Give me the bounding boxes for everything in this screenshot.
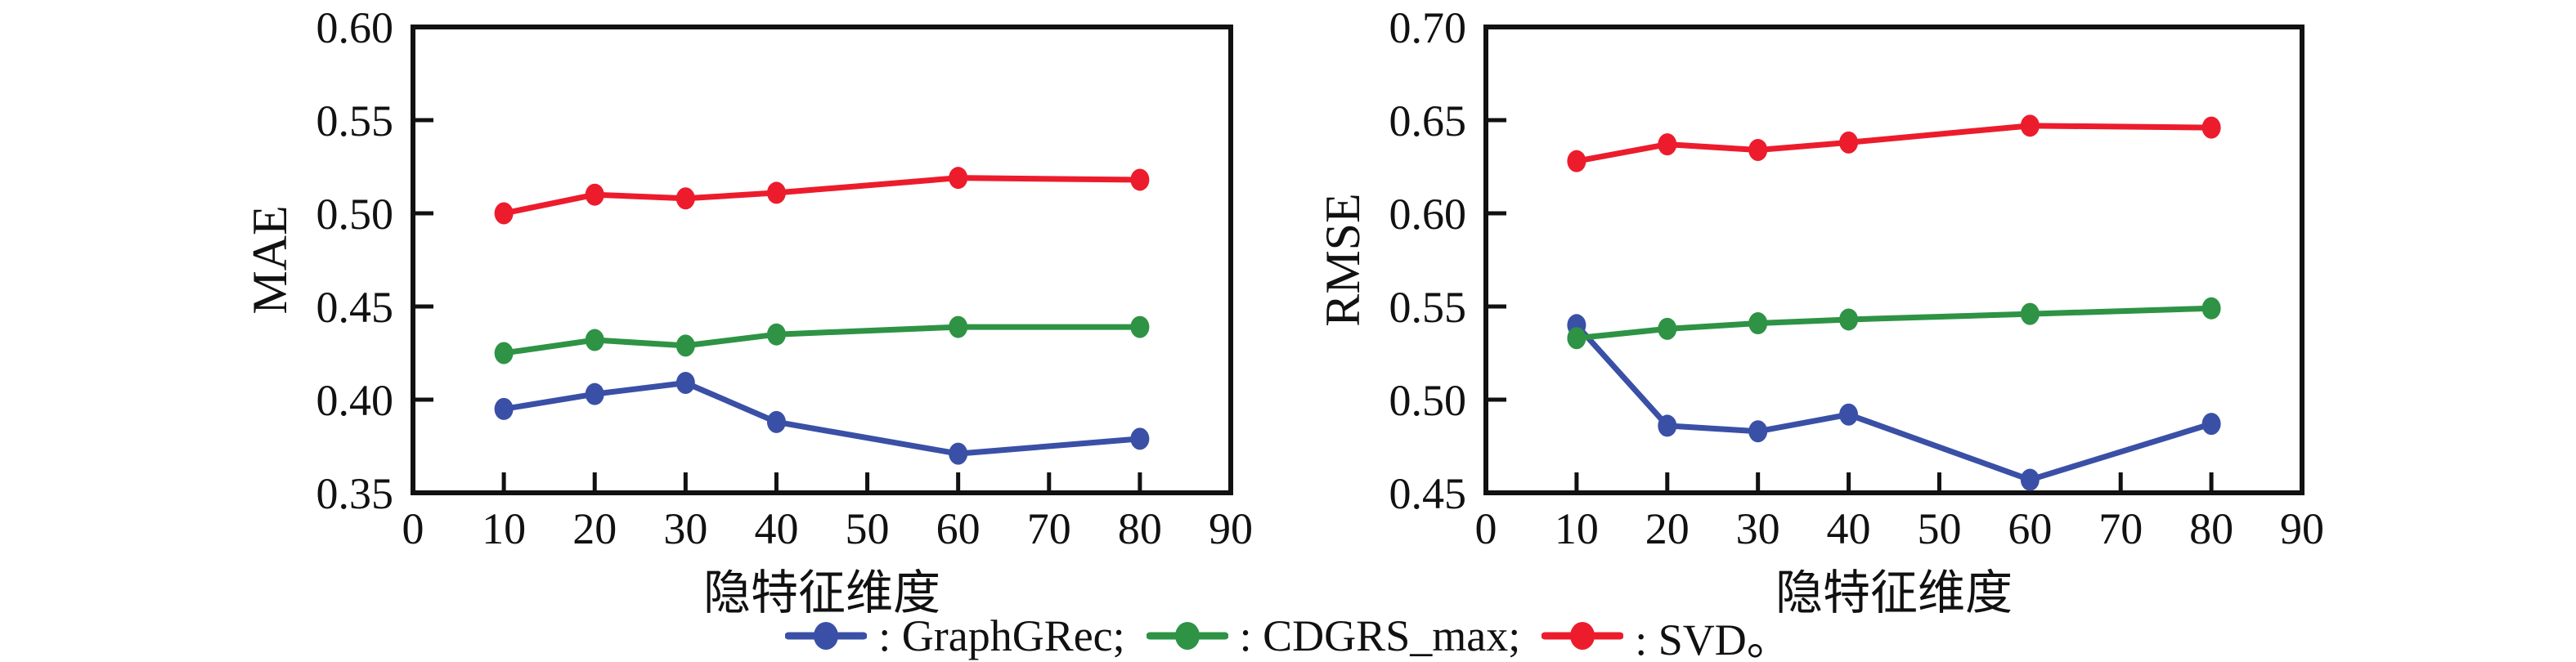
mae-x-tick-label: 30 [663, 504, 707, 553]
rmse-x-tick-label: 50 [1917, 504, 1961, 553]
rmse-series-graphgrec-marker [1748, 420, 1768, 443]
legend-item-graphgrec: : GraphGRec; [785, 611, 1125, 661]
rmse-chart: 0.45 0.50 0.55 0.60 0.65 0.70 0 10 20 30 40 50 60 70 8… [1316, 3, 2324, 620]
rmse-series-svd-marker [2020, 114, 2040, 137]
rmse-x-axis-title: 隐特征维度 [1775, 566, 2013, 620]
rmse-series-graphgrec-marker [2201, 413, 2221, 436]
rmse-y-tick-label: 0.65 [1389, 96, 1467, 145]
rmse-x-tick-label: 30 [1736, 504, 1780, 553]
mae-series-svd-marker [675, 187, 695, 210]
rmse-series-cdgrs_max-marker [1658, 317, 1677, 340]
mae-x-tick-label: 70 [1027, 504, 1071, 553]
mae-y-tick-label: 0.35 [316, 469, 394, 518]
mae-y-axis-title: MAE [243, 205, 297, 314]
rmse-series-svd-marker [1658, 133, 1677, 156]
mae-y-tick-label: 0.40 [316, 376, 394, 425]
mae-chart: 0.35 0.40 0.45 0.50 0.55 0.60 0 10 20 30 40 50 60 70 8… [243, 3, 1253, 620]
rmse-x-tick-label: 40 [1827, 504, 1871, 553]
mae-x-tick-label: 90 [1209, 504, 1253, 553]
mae-series-graphgrec-marker [494, 397, 514, 420]
mae-y-tick-label: 0.55 [316, 96, 394, 145]
rmse-y-tick-label: 0.55 [1389, 283, 1467, 332]
mae-series-svd-line [500, 175, 1143, 217]
legend-marker-dot [1570, 621, 1595, 650]
mae-y-tick-label: 0.45 [316, 283, 394, 332]
legend-item-cdgrs-max: : CDGRS_max; [1146, 611, 1521, 661]
mae-series-cdgrs_max-marker [949, 315, 968, 338]
rmse-x-tick-label: 0 [1475, 504, 1497, 553]
legend-label-cdgrs-max: : CDGRS_max; [1239, 611, 1521, 660]
rmse-series-graphgrec-marker [1839, 403, 1859, 426]
mae-y-tick-label: 0.50 [316, 190, 394, 239]
rmse-series-svd-marker [1748, 138, 1768, 161]
rmse-series-svd-line [1573, 123, 2215, 164]
mae-series-cdgrs_max-marker [585, 329, 604, 351]
mae-series-svd-marker [585, 183, 604, 206]
mae-series-svd-marker [949, 167, 968, 190]
rmse-x-tick-label: 80 [2189, 504, 2233, 553]
mae-series-graphgrec-marker [949, 442, 968, 465]
mae-x-axis-title: 隐特征维度 [703, 566, 940, 620]
rmse-y-tick-label: 0.60 [1389, 190, 1467, 239]
rmse-series-cdgrs_max-marker [2020, 302, 2040, 325]
legend-marker-svd-icon [1542, 621, 1624, 650]
mae-series-graphgrec-marker [766, 410, 786, 433]
rmse-series-svd-marker [2201, 116, 2221, 139]
mae-x-tick-label: 50 [846, 504, 890, 553]
rmse-x-tick-label: 20 [1645, 504, 1690, 553]
rmse-series-cdgrs_max-marker [1567, 327, 1586, 350]
mae-x-tick-label: 0 [402, 504, 424, 553]
rmse-x-tick-label: 90 [2280, 504, 2324, 553]
mae-x-tick-label: 80 [1118, 504, 1162, 553]
legend-marker-cdgrs-max-icon [1146, 621, 1228, 650]
mae-series-svd-marker [1130, 168, 1150, 191]
mae-x-tick-label: 20 [572, 504, 617, 553]
mae-x-tick-label: 40 [754, 504, 798, 553]
rmse-x-tick-label: 10 [1555, 504, 1599, 553]
legend-marker-dot [814, 621, 839, 650]
legend-label-graphgrec: : GraphGRec; [878, 611, 1125, 660]
rmse-series-cdgrs_max-marker [2201, 297, 2221, 320]
rmse-series-cdgrs_max-marker [1839, 308, 1859, 331]
legend-marker-graphgrec-icon [785, 621, 868, 650]
rmse-series-cdgrs_max-marker [1748, 312, 1768, 335]
rmse-y-tick-label: 0.50 [1389, 376, 1467, 425]
rmse-x-tick-label: 60 [2008, 504, 2052, 553]
mae-series-svd-marker [766, 181, 786, 204]
rmse-x-tick-label: 70 [2098, 504, 2143, 553]
rmse-series-graphgrec-line [1573, 322, 2215, 483]
mae-series-cdgrs_max-line [500, 324, 1143, 356]
rmse-plot-frame [1483, 25, 2304, 495]
mae-series-graphgrec-line [500, 379, 1143, 457]
mae-series-graphgrec-marker [585, 382, 604, 405]
mae-x-tick-label: 10 [482, 504, 526, 553]
mae-x-tick-label: 60 [936, 504, 981, 553]
legend: : GraphGRec; : CDGRS_max; : SVD。 [0, 603, 2576, 662]
rmse-series-svd-marker [1567, 150, 1586, 172]
mae-plot-frame [411, 25, 1233, 495]
mae-series-cdgrs_max-marker [675, 334, 695, 357]
rmse-series-svd-marker [1839, 131, 1859, 154]
mae-series-graphgrec-marker [1130, 427, 1150, 450]
legend-label-svd: : SVD。 [1635, 615, 1791, 662]
legend-item-svd: : SVD。 [1542, 603, 1791, 662]
mae-series-cdgrs_max-marker [766, 323, 786, 346]
mae-series-cdgrs_max-marker [1130, 315, 1150, 338]
rmse-series-graphgrec-marker [2020, 468, 2040, 491]
mae-series-svd-marker [494, 202, 514, 225]
mae-series-cdgrs_max-marker [494, 342, 514, 365]
rmse-series-cdgrs_max-line [1573, 305, 2215, 342]
mae-series-graphgrec-marker [675, 371, 695, 394]
rmse-y-tick-label: 0.45 [1389, 469, 1467, 518]
rmse-y-tick-label: 0.70 [1389, 3, 1467, 52]
legend-marker-dot [1174, 621, 1200, 650]
rmse-series-graphgrec-marker [1658, 414, 1677, 437]
rmse-y-axis-title: RMSE [1316, 193, 1370, 326]
mae-y-tick-label: 0.60 [316, 3, 394, 52]
